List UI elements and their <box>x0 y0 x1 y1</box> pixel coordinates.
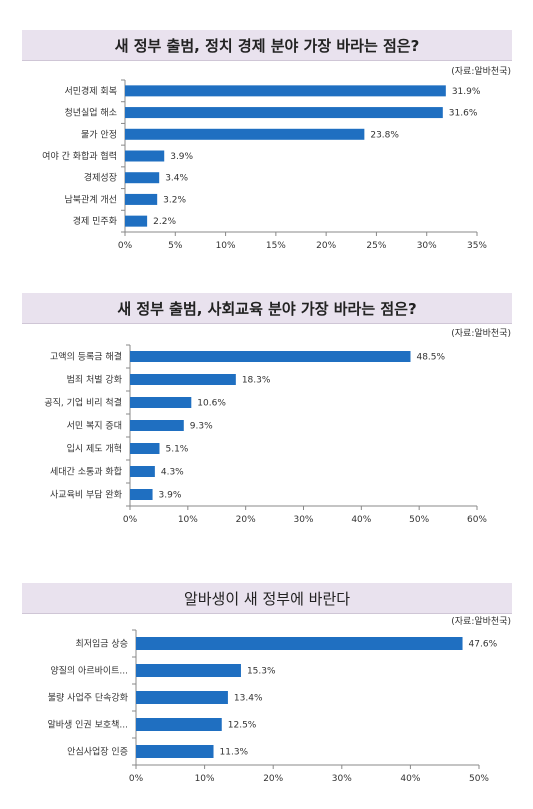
bar <box>130 420 184 431</box>
bar <box>125 193 158 205</box>
category-label: 물가 안정 <box>81 129 117 140</box>
chart2-title: 새 정부 출범, 사회교육 분야 가장 바라는 점은? <box>22 293 512 324</box>
bar <box>130 489 153 500</box>
value-label: 9.3% <box>190 422 213 432</box>
x-tick-label: 50% <box>469 774 489 784</box>
bar <box>125 85 446 97</box>
bar <box>130 466 155 477</box>
x-tick-label: 5% <box>168 241 183 251</box>
bar <box>130 397 192 408</box>
category-label: 세대간 소통과 화합 <box>50 467 122 478</box>
value-label: 48.5% <box>416 353 445 363</box>
bar <box>125 150 165 162</box>
x-tick-label: 60% <box>467 515 487 525</box>
value-label: 5.1% <box>165 445 188 455</box>
value-label: 10.6% <box>197 399 226 409</box>
bar <box>136 745 214 758</box>
category-label: 서민경제 회복 <box>64 85 117 97</box>
value-label: 3.2% <box>163 195 186 205</box>
bar <box>125 128 365 140</box>
category-label: 범죄 처벌 강화 <box>67 374 122 386</box>
value-label: 18.3% <box>242 376 271 386</box>
category-label: 사교육비 부담 완화 <box>50 489 122 501</box>
chart2-source: (자료:알바천국) <box>451 329 511 339</box>
x-tick-label: 20% <box>263 774 283 784</box>
x-tick-label: 0% <box>118 241 133 251</box>
x-tick-label: 0% <box>129 774 144 784</box>
value-label: 31.6% <box>449 109 478 119</box>
chart1-source: (자료:알바천국) <box>451 67 511 77</box>
x-tick-label: 10% <box>216 241 236 251</box>
x-tick-label: 20% <box>236 515 256 525</box>
x-tick-label: 15% <box>266 241 286 251</box>
category-label: 공직, 기업 비리 척결 <box>44 398 122 409</box>
value-label: 47.6% <box>469 640 498 650</box>
value-label: 11.3% <box>220 748 249 758</box>
value-label: 12.5% <box>228 721 257 731</box>
value-label: 3.4% <box>165 174 188 184</box>
category-label: 청년실업 해소 <box>64 108 117 119</box>
x-tick-label: 30% <box>293 515 313 525</box>
chart1-title: 새 정부 출범, 정치 경제 분야 가장 바라는 점은? <box>22 30 512 61</box>
category-label: 알바생 인권 보호책... <box>47 719 128 731</box>
value-label: 13.4% <box>234 694 263 704</box>
category-label: 경제 민주화 <box>73 215 117 227</box>
bar <box>130 351 411 362</box>
x-tick-label: 0% <box>123 515 138 525</box>
category-label: 고액의 등록금 해결 <box>50 351 122 363</box>
chart3-title: 알바생이 새 정부에 바란다 <box>22 583 512 614</box>
bar <box>136 718 222 731</box>
x-tick-label: 20% <box>316 241 336 251</box>
bar <box>125 107 443 119</box>
value-label: 23.8% <box>370 130 399 140</box>
bar <box>136 664 241 677</box>
bar <box>130 374 236 385</box>
x-tick-label: 30% <box>332 774 352 784</box>
category-label: 안심사업장 인증 <box>67 747 128 758</box>
category-label: 남북관계 개선 <box>64 193 117 205</box>
x-tick-label: 25% <box>366 241 386 251</box>
value-label: 4.3% <box>161 468 184 478</box>
category-label: 경제성장 <box>84 172 117 184</box>
chart2-plot: 0% 10% 20% 30% 40% 50% 60% 고액의 등록금 해결 48.5% 범죄 처벌… <box>44 344 487 525</box>
chart3-source: (자료:알바천국) <box>451 617 511 627</box>
x-tick-label: 30% <box>417 241 437 251</box>
value-label: 15.3% <box>247 667 276 677</box>
bar <box>136 637 463 650</box>
value-label: 3.9% <box>159 491 182 501</box>
value-label: 3.9% <box>170 152 193 162</box>
value-label: 2.2% <box>153 217 176 227</box>
x-tick-label: 35% <box>467 241 487 251</box>
category-label: 불량 사업주 단속강화 <box>48 692 128 704</box>
value-label: 31.9% <box>452 87 481 97</box>
x-tick-label: 50% <box>409 515 429 525</box>
x-tick-label: 40% <box>400 774 420 784</box>
bar <box>125 215 148 227</box>
x-tick-label: 10% <box>195 774 215 784</box>
bar <box>125 172 160 184</box>
chart1-plot: 0% 5% 10% 15% 20% 25% 30% 35% 서민경제 회복 31.9% 청년실업 해… <box>42 79 487 251</box>
x-tick-label: 40% <box>351 515 371 525</box>
category-label: 서민 복지 증대 <box>67 421 122 432</box>
category-label: 최저임금 상승 <box>75 638 128 650</box>
category-label: 여야 간 화합과 협력 <box>42 150 117 162</box>
category-label: 양질의 아르바이트... <box>50 665 128 677</box>
bar <box>136 691 228 704</box>
bar <box>130 443 160 454</box>
category-label: 입시 제도 개혁 <box>67 443 122 455</box>
x-tick-label: 10% <box>178 515 198 525</box>
